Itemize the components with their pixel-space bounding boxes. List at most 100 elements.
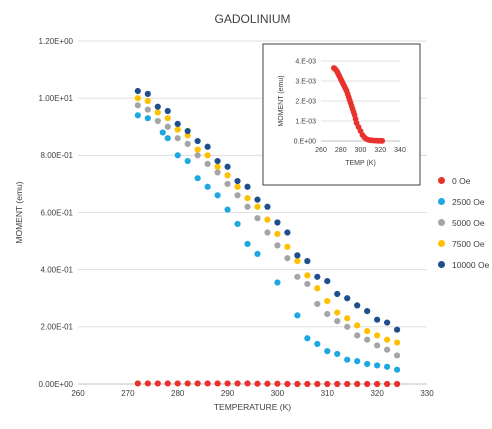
data-point bbox=[204, 380, 211, 387]
data-point bbox=[224, 380, 231, 387]
data-point bbox=[304, 380, 311, 388]
data-point bbox=[174, 126, 181, 133]
data-point bbox=[284, 243, 291, 250]
data-point bbox=[304, 272, 311, 279]
data-point bbox=[254, 203, 261, 210]
data-point bbox=[374, 342, 381, 349]
legend-swatch bbox=[438, 177, 445, 184]
data-point bbox=[214, 157, 221, 165]
x-tick-label: 290 bbox=[221, 389, 235, 398]
x-tick-label: 300 bbox=[271, 389, 285, 398]
data-point bbox=[234, 183, 241, 190]
data-point bbox=[294, 252, 301, 259]
data-point bbox=[164, 380, 171, 387]
data-point bbox=[334, 350, 341, 358]
data-point bbox=[314, 285, 321, 292]
data-point bbox=[154, 109, 161, 116]
data-point bbox=[204, 143, 211, 150]
data-point bbox=[174, 135, 181, 142]
data-point bbox=[254, 250, 261, 258]
data-point bbox=[324, 348, 331, 355]
data-point bbox=[224, 180, 231, 188]
x-tick-label: 320 bbox=[370, 389, 384, 398]
data-point bbox=[234, 177, 241, 185]
data-point bbox=[384, 363, 391, 370]
inset-plot: 0.E+00 1.E-03 2.E-03 3.E-03 4.E-03 260 280 300 3… bbox=[262, 43, 421, 186]
y-tick-label: 0.00E+00 bbox=[39, 380, 74, 389]
data-point bbox=[224, 163, 231, 170]
data-point bbox=[244, 183, 251, 190]
data-point bbox=[294, 380, 301, 388]
legend-item: 0 Oe bbox=[438, 170, 489, 191]
legend-label: 0 Oe bbox=[452, 175, 471, 186]
data-point bbox=[274, 219, 281, 226]
data-point bbox=[274, 230, 281, 238]
data-point bbox=[264, 380, 271, 387]
data-point bbox=[393, 380, 401, 388]
y-tick-label: 0.E+00 bbox=[294, 138, 316, 145]
legend-item: 7500 Oe bbox=[438, 233, 489, 254]
data-point bbox=[314, 273, 321, 280]
data-point bbox=[184, 380, 191, 387]
data-point bbox=[244, 203, 251, 210]
data-point bbox=[194, 146, 201, 153]
data-point bbox=[224, 172, 231, 179]
data-point bbox=[134, 112, 141, 119]
x-tick-label: 280 bbox=[171, 389, 185, 398]
data-point bbox=[274, 279, 281, 286]
y-tick-label: 1.20E+00 bbox=[39, 37, 74, 46]
data-point bbox=[134, 380, 141, 387]
data-point bbox=[194, 137, 201, 145]
y-tick-label: 6.00E-01 bbox=[41, 208, 74, 217]
data-point bbox=[304, 257, 311, 265]
data-point bbox=[364, 336, 371, 343]
y-axis-title: MOMENT (emu) bbox=[14, 181, 24, 243]
data-point bbox=[144, 106, 151, 113]
data-point bbox=[344, 380, 351, 388]
data-point bbox=[184, 127, 191, 135]
y-axis-title: MOMENT (emu) bbox=[278, 75, 285, 126]
data-point bbox=[324, 298, 331, 305]
data-point bbox=[344, 295, 351, 302]
data-point bbox=[393, 326, 401, 333]
data-point bbox=[334, 290, 341, 298]
legend-swatch bbox=[438, 261, 445, 268]
data-point bbox=[324, 380, 331, 388]
data-point bbox=[274, 380, 281, 387]
inset-frame bbox=[262, 43, 421, 186]
data-point bbox=[234, 380, 241, 387]
data-point bbox=[184, 132, 191, 139]
x-tick-label: 260 bbox=[315, 147, 327, 154]
x-axis-title: TEMP (K) bbox=[345, 160, 376, 167]
data-point bbox=[294, 312, 301, 319]
data-point bbox=[154, 380, 161, 387]
x-tick-label: 310 bbox=[321, 389, 335, 398]
y-tick-label: 2.00E-01 bbox=[41, 323, 74, 332]
data-point bbox=[284, 255, 291, 262]
data-point bbox=[393, 366, 401, 373]
data-point bbox=[334, 380, 341, 388]
data-point bbox=[324, 310, 331, 318]
data-point bbox=[354, 322, 361, 329]
data-point bbox=[224, 206, 231, 213]
x-tick-label: 280 bbox=[335, 147, 347, 154]
data-point bbox=[354, 358, 361, 365]
legend-swatch bbox=[438, 219, 445, 226]
data-point bbox=[334, 318, 341, 325]
chart-title: GADOLINIUM bbox=[214, 12, 290, 26]
data-point bbox=[164, 115, 171, 122]
data-point bbox=[379, 137, 386, 144]
data-point bbox=[234, 220, 241, 228]
legend-swatch bbox=[438, 198, 445, 205]
data-point bbox=[174, 380, 181, 387]
data-point bbox=[254, 215, 261, 222]
data-point bbox=[364, 380, 371, 388]
data-point bbox=[324, 278, 331, 285]
legend-item: 2500 Oe bbox=[438, 191, 489, 212]
y-tick-label: 4.00E-01 bbox=[41, 265, 74, 274]
data-point bbox=[164, 135, 171, 142]
data-point bbox=[294, 257, 301, 265]
data-point bbox=[214, 163, 221, 170]
data-point bbox=[274, 242, 281, 249]
